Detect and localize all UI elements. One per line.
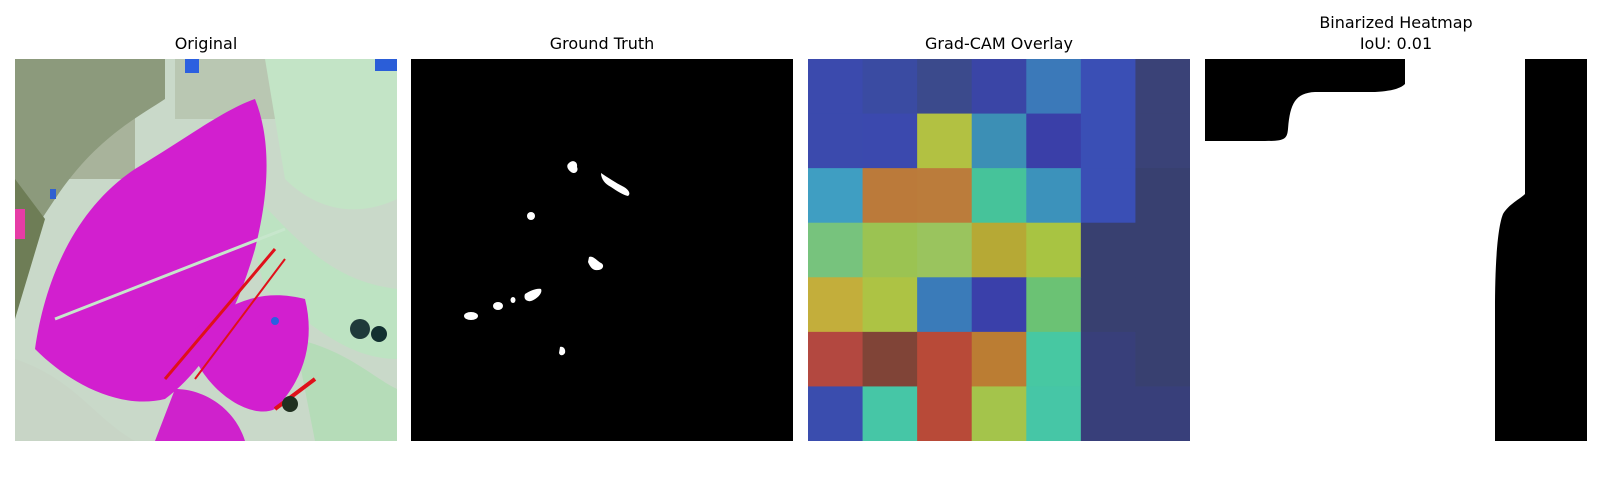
gradcam-cell <box>1026 331 1082 387</box>
gradcam-cell <box>917 331 973 387</box>
gradcam-heatmap <box>808 59 1190 441</box>
gradcam-cell <box>917 113 973 169</box>
panel-binarized: Binarized Heatmap IoU: 0.01 <box>1205 0 1587 500</box>
gradcam-cell <box>862 331 918 387</box>
panel-title: Original <box>174 34 238 53</box>
gradcam-cell <box>1135 222 1190 278</box>
gradcam-cell <box>808 331 864 387</box>
ground-truth-mask <box>411 59 793 441</box>
gradcam-cell <box>808 113 864 169</box>
gradcam-cell <box>971 331 1027 387</box>
gradcam-cell <box>808 59 864 115</box>
gradcam-cell <box>917 168 973 224</box>
gradcam-cell <box>862 168 918 224</box>
panel-gradcam: Grad-CAM Overlay <box>808 0 1190 500</box>
gradcam-cell <box>1026 222 1082 278</box>
gradcam-cell <box>1080 168 1136 224</box>
gradcam-cell <box>971 386 1027 441</box>
gradcam-cell <box>1135 277 1190 333</box>
gradcam-cell <box>917 59 973 115</box>
gradcam-cell <box>1026 113 1082 169</box>
gradcam-cell <box>808 168 864 224</box>
gradcam-cell <box>1026 386 1082 441</box>
gradcam-cell <box>1080 331 1136 387</box>
gradcam-cell <box>808 222 864 278</box>
gradcam-cell <box>1135 168 1190 224</box>
gradcam-cell <box>1026 168 1082 224</box>
gradcam-cell <box>862 277 918 333</box>
gradcam-cell <box>808 386 864 441</box>
gradcam-cell <box>1135 113 1190 169</box>
gradcam-cell <box>917 222 973 278</box>
gradcam-cell <box>1080 222 1136 278</box>
gradcam-cell <box>917 386 973 441</box>
gradcam-cell <box>862 386 918 441</box>
panel-title: Binarized Heatmap <box>1319 13 1473 32</box>
gradcam-cell <box>1080 386 1136 441</box>
gradcam-cell <box>971 277 1027 333</box>
gradcam-cell <box>1135 59 1190 115</box>
gradcam-cell <box>1080 59 1136 115</box>
gradcam-cell <box>971 59 1027 115</box>
gradcam-cell <box>971 222 1027 278</box>
gradcam-cell <box>862 59 918 115</box>
gradcam-cell <box>971 113 1027 169</box>
iou-score: IoU: 0.01 <box>1359 34 1433 53</box>
gradcam-cell <box>1135 331 1190 387</box>
gradcam-cell <box>1026 59 1082 115</box>
gradcam-cell <box>862 113 918 169</box>
original-leaf-image <box>15 59 397 441</box>
gradcam-cell <box>1080 277 1136 333</box>
panel-title: Grad-CAM Overlay <box>925 34 1073 53</box>
gradcam-cell <box>808 277 864 333</box>
binarized-heatmap-mask <box>1205 59 1587 441</box>
gradcam-cell <box>1026 277 1082 333</box>
gradcam-cell <box>917 277 973 333</box>
panel-title: Ground Truth <box>549 34 655 53</box>
panel-original: Original <box>15 0 397 500</box>
gradcam-cell <box>1135 386 1190 441</box>
gradcam-cell <box>971 168 1027 224</box>
gradcam-cell <box>1080 113 1136 169</box>
panel-ground-truth: Ground Truth <box>411 0 793 500</box>
gradcam-cell <box>862 222 918 278</box>
